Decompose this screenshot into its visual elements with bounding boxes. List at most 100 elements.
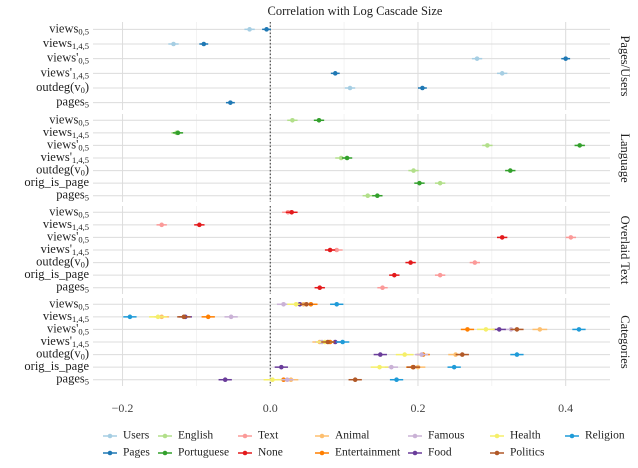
facet-strip-label: Categories	[618, 315, 632, 369]
row-label-sub: 1,4,5	[72, 130, 89, 140]
legend-swatch	[107, 450, 113, 456]
legend-swatch	[162, 433, 168, 439]
point	[344, 155, 350, 161]
row-label-sub: 0	[81, 260, 85, 270]
row-label-name: views'	[41, 242, 72, 256]
point	[419, 352, 424, 357]
point	[392, 272, 397, 278]
x-tick-label: −0.2	[112, 401, 134, 415]
point	[316, 117, 322, 123]
point	[451, 364, 457, 370]
row-label: views1,4,5	[43, 309, 89, 324]
row-label-name: orig_is_page	[24, 175, 89, 189]
point	[483, 327, 489, 332]
row-label-sub: 5	[85, 285, 89, 295]
row-label-sub: 5	[85, 377, 89, 387]
row-label-name: views	[43, 309, 72, 323]
point	[334, 301, 340, 307]
point	[201, 41, 207, 47]
legend-label: Portuguese	[178, 447, 229, 459]
row-label-name: views	[49, 21, 78, 35]
legend-swatch	[319, 433, 325, 439]
row-label-name: views	[43, 36, 72, 50]
point	[499, 71, 505, 76]
row-label: outdeg(v0)	[36, 254, 89, 269]
point	[485, 143, 490, 148]
row-label-name: views	[49, 112, 78, 126]
row-label-sub: 0,5	[78, 26, 89, 36]
row-label: views1,4,5	[43, 125, 89, 140]
row-label-name: pages	[56, 95, 85, 109]
row-label-sub: 0,5	[78, 142, 89, 152]
row-label-name: views'	[41, 65, 72, 79]
point	[437, 180, 443, 186]
row-label: views'0,5	[47, 51, 89, 66]
row-label-name: views'	[41, 150, 72, 164]
legend-swatch	[412, 450, 418, 456]
row-label-sub: 0,5	[78, 301, 89, 311]
legend-swatch	[242, 450, 248, 456]
row-label-sub: 1,4,5	[72, 314, 89, 324]
row-label-name: views'	[47, 321, 78, 335]
point	[264, 27, 269, 32]
legend-label: Text	[258, 430, 279, 442]
row-label-name: views	[49, 204, 78, 218]
point	[563, 56, 568, 61]
point	[365, 193, 371, 199]
point	[394, 377, 399, 383]
row-label: views'1,4,5	[41, 150, 89, 165]
legend-label: Politics	[510, 447, 545, 459]
point	[332, 339, 338, 345]
legend-swatch	[162, 450, 168, 456]
row-label: views'0,5	[47, 137, 89, 152]
row-label-sub: 1,4,5	[72, 339, 89, 349]
point	[205, 314, 211, 320]
row-label: orig_is_page	[24, 267, 89, 281]
point	[289, 209, 294, 215]
row-label-sub: 5	[85, 100, 89, 110]
row-label-name: views'	[47, 229, 78, 243]
row-label-name: orig_is_page	[24, 359, 89, 373]
point	[279, 364, 284, 370]
legend-label: None	[258, 447, 283, 459]
legend-swatch	[569, 433, 575, 439]
point	[327, 247, 333, 253]
point	[181, 314, 187, 320]
row-label-name: pages	[56, 280, 85, 294]
x-tick-label: 0.4	[558, 401, 573, 415]
row-label: views0,5	[49, 204, 89, 219]
point	[411, 364, 416, 370]
legend-label: Pages	[123, 447, 150, 459]
point	[537, 327, 543, 332]
row-label-name: outdeg(v	[36, 346, 81, 360]
point	[175, 130, 181, 136]
row-label: views'0,5	[47, 321, 89, 336]
point	[347, 85, 353, 91]
chart-title: Correlation with Log Cascade Size	[268, 4, 443, 18]
point	[293, 301, 299, 307]
point	[499, 235, 505, 240]
point	[127, 314, 133, 320]
row-label-tail: )	[85, 254, 89, 268]
point	[228, 100, 233, 105]
row-label-name: outdeg(v	[36, 80, 81, 94]
point	[222, 377, 228, 383]
point	[474, 56, 480, 61]
row-label: views0,5	[49, 21, 89, 36]
point	[155, 314, 161, 320]
point	[228, 314, 234, 320]
row-label: views1,4,5	[43, 36, 89, 51]
legend-label: Religion	[585, 430, 625, 442]
row-label: pages5	[56, 280, 89, 295]
point	[197, 222, 202, 228]
row-label-sub: 0	[81, 85, 85, 95]
row-label-name: orig_is_page	[24, 267, 89, 281]
row-label-name: pages	[56, 188, 85, 202]
row-label-name: views	[43, 125, 72, 139]
row-label: views1,4,5	[43, 217, 89, 232]
point	[472, 260, 478, 265]
row-label: views'1,4,5	[41, 242, 89, 257]
legend-label: Users	[123, 430, 150, 442]
row-label-tail: )	[85, 162, 89, 176]
